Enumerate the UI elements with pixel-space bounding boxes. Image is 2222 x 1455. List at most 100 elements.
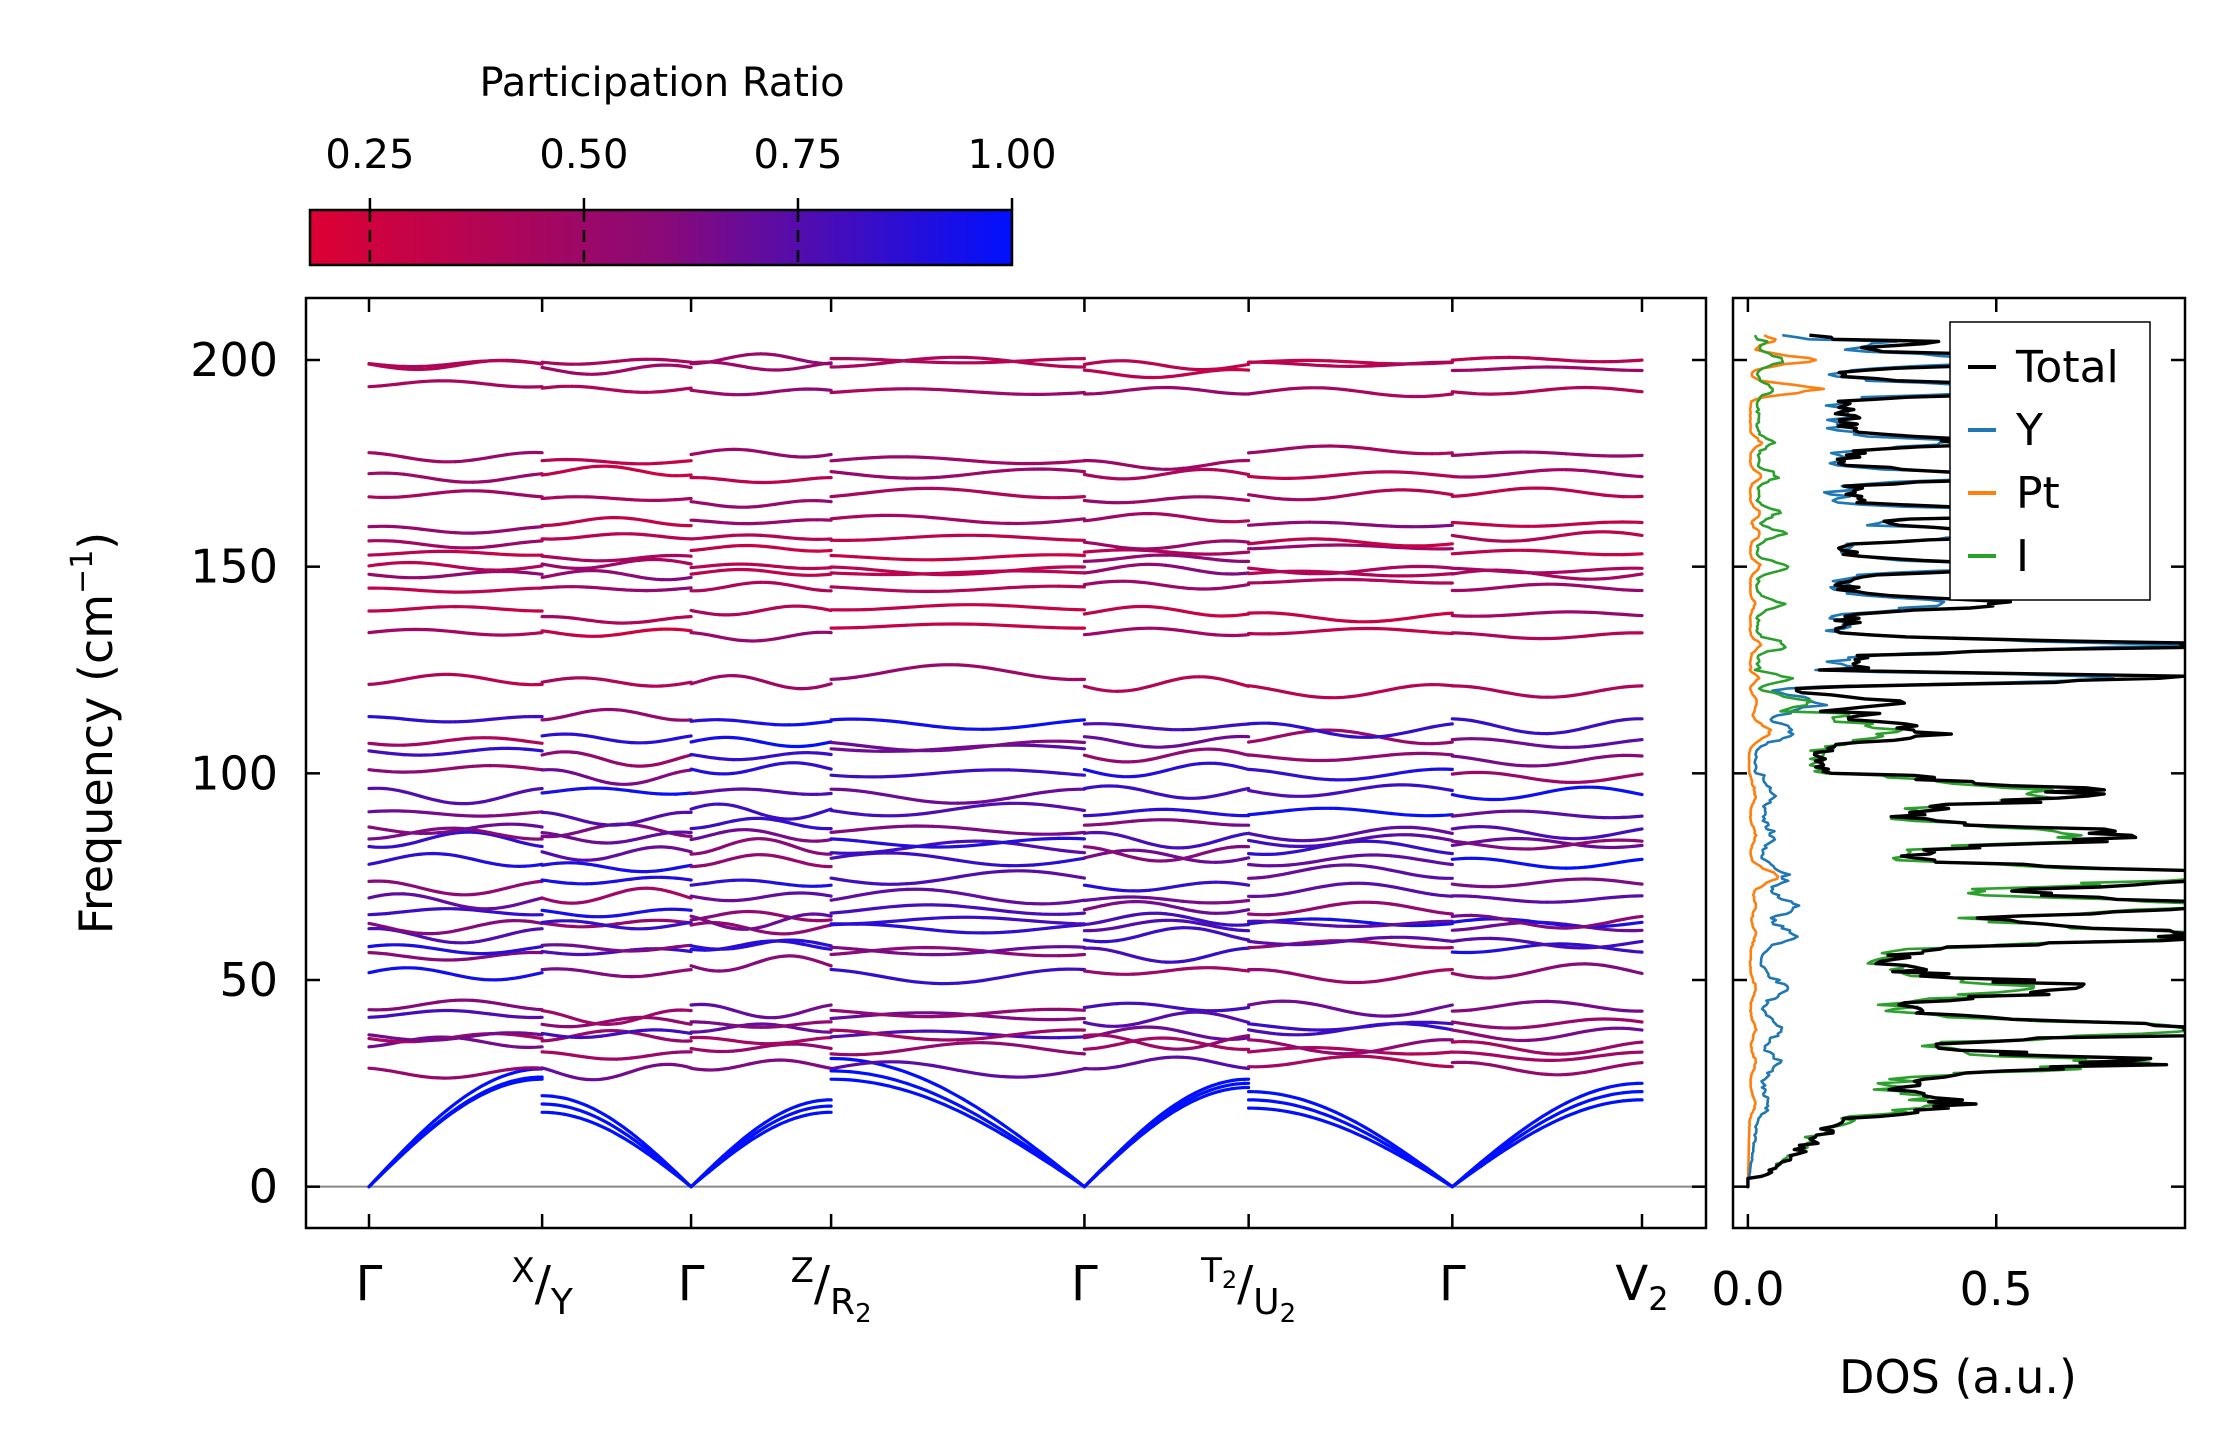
optical-branch <box>1507 794 1530 801</box>
optical-branch <box>1164 903 1185 911</box>
optical-branch <box>1564 468 1587 473</box>
optical-branch <box>815 807 833 816</box>
optical-branch <box>615 888 634 895</box>
k-label-sub: 2 <box>855 1299 872 1329</box>
optical-branch <box>689 803 707 811</box>
optical-branch <box>419 768 440 774</box>
acoustic-branch <box>773 1114 788 1124</box>
optical-branch <box>419 561 440 566</box>
optical-branch <box>471 717 492 723</box>
optical-branch <box>523 766 544 772</box>
optical-branch <box>981 801 1010 807</box>
optical-branch <box>1099 1023 1119 1028</box>
acoustic-branch <box>1521 1118 1540 1131</box>
optical-branch <box>1583 632 1606 638</box>
optical-branch <box>1032 495 1061 500</box>
optical-branch <box>1621 1008 1644 1013</box>
optical-branch <box>703 1036 721 1041</box>
optical-branch <box>1132 837 1152 846</box>
optical-branch <box>1526 1070 1549 1076</box>
optical-branch <box>1181 844 1201 850</box>
optical-branch <box>930 589 960 593</box>
optical-branch <box>488 861 510 868</box>
optical-branch <box>471 890 492 897</box>
acoustic-branch <box>1479 1149 1497 1165</box>
optical-branch <box>1082 558 1103 563</box>
optical-branch <box>1230 927 1251 933</box>
optical-branch <box>644 533 663 538</box>
optical-branch <box>1006 869 1036 873</box>
optical-branch <box>787 940 805 946</box>
acoustic-branch <box>710 1155 725 1168</box>
optical-branch <box>585 920 604 927</box>
optical-branch <box>1214 1044 1234 1051</box>
optical-branch <box>674 459 693 464</box>
optical-branch <box>436 1036 458 1042</box>
optical-branch <box>1148 1025 1169 1031</box>
dos-ticks: 0.0 0.5 <box>1711 298 2185 1316</box>
optical-branch <box>703 675 721 682</box>
optical-branch <box>1369 923 1393 928</box>
optical-branch <box>644 1010 663 1018</box>
optical-branch <box>689 1046 707 1053</box>
optical-branch <box>1507 762 1530 768</box>
optical-branch <box>1247 1022 1271 1028</box>
optical-branch <box>1410 872 1434 879</box>
k-point-label: X/Y <box>511 1251 573 1323</box>
optical-branch <box>815 476 833 480</box>
acoustic-branch <box>1119 1136 1136 1152</box>
optical-branch <box>1230 583 1251 589</box>
optical-branch <box>1430 572 1454 577</box>
optical-branch <box>488 542 510 549</box>
optical-branch <box>454 854 475 861</box>
optical-branch <box>1526 919 1549 925</box>
optical-branch <box>570 913 589 918</box>
optical-branch <box>1032 925 1061 932</box>
optical-branch <box>1267 521 1291 526</box>
optical-branch <box>523 747 544 753</box>
optical-branch <box>773 743 791 748</box>
optical-branch <box>585 618 604 624</box>
optical-branch <box>600 620 619 625</box>
optical-branch <box>905 721 934 728</box>
optical-branch <box>787 686 805 691</box>
optical-branch <box>367 1033 388 1039</box>
optical-branch <box>1148 900 1169 907</box>
optical-branch <box>1006 553 1036 558</box>
acoustic-branch <box>1292 1103 1312 1111</box>
optical-branch <box>1230 633 1251 638</box>
optical-branch <box>787 1010 805 1018</box>
optical-branch <box>471 747 492 753</box>
optical-branch <box>1057 745 1086 751</box>
optical-branch <box>600 496 619 501</box>
optical-branch <box>1006 567 1036 573</box>
optical-branch <box>629 517 648 523</box>
optical-branch <box>1115 900 1136 905</box>
optical-branch <box>1148 726 1169 731</box>
optical-branch <box>1602 860 1625 867</box>
optical-branch <box>787 583 805 590</box>
optical-branch <box>703 569 721 574</box>
optical-branch <box>854 455 884 461</box>
optical-branch <box>1328 938 1353 945</box>
optical-branch <box>1099 459 1119 466</box>
optical-branch <box>1099 370 1119 377</box>
optical-branch <box>600 459 619 465</box>
optical-branch <box>930 355 960 360</box>
optical-branch <box>1469 586 1492 592</box>
acoustic-branch <box>1181 1094 1197 1105</box>
optical-branch <box>1230 1047 1251 1052</box>
optical-branch <box>644 825 663 833</box>
optical-branch <box>471 1032 492 1038</box>
optical-branch <box>1247 580 1271 585</box>
optical-branch <box>1082 684 1103 692</box>
optical-branch <box>659 558 678 563</box>
optical-branch <box>488 905 510 911</box>
optical-branch <box>384 1006 406 1012</box>
optical-branch <box>981 460 1010 465</box>
optical-branch <box>1348 490 1373 497</box>
optical-branch <box>600 516 619 520</box>
optical-branch <box>436 799 458 805</box>
optical-branch <box>1564 691 1587 698</box>
optical-branch <box>674 363 693 370</box>
